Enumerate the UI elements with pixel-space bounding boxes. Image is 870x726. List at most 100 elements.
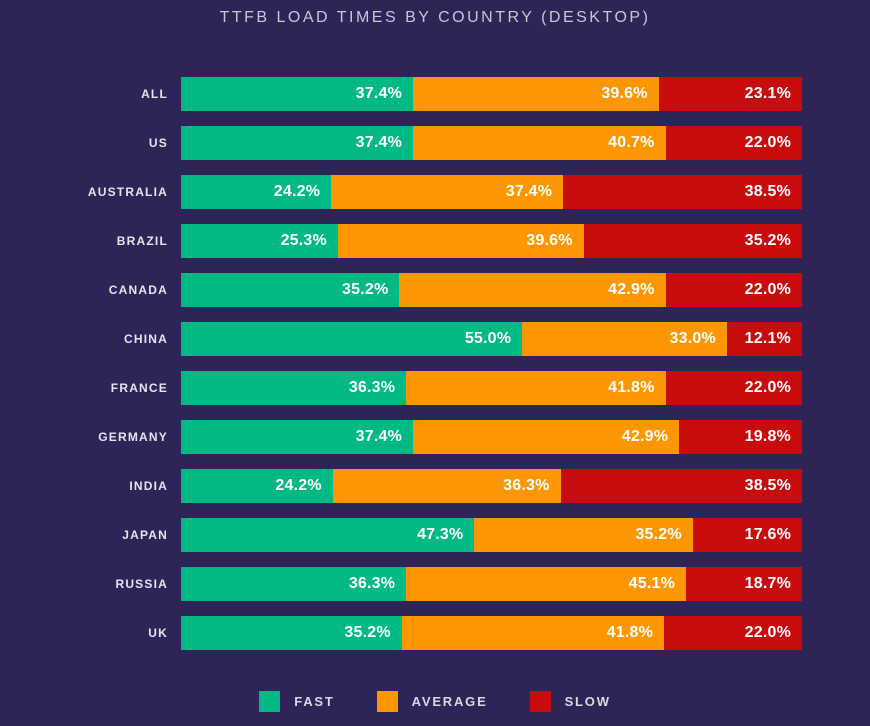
segment-value: 37.4% [355, 85, 403, 102]
segment-value: 47.3% [417, 526, 464, 543]
chart-row: JAPAN 47.3% 35.2% 17.6% [0, 518, 870, 552]
segment-value: 22.0% [744, 379, 791, 396]
segment-slow: 23.1% [658, 77, 802, 111]
segment-value: 17.6% [744, 526, 791, 543]
segment-value: 24.2% [275, 477, 322, 494]
legend-swatch-average [376, 691, 398, 712]
segment-fast: 25.3% [181, 224, 338, 258]
legend-item-average: AVERAGE [376, 691, 488, 712]
chart-row: FRANCE 36.3% 41.8% 22.0% [0, 371, 870, 405]
category-label: UK [148, 626, 168, 640]
chart-row: CANADA 35.2% 42.9% 22.0% [0, 273, 870, 307]
segment-fast: 24.2% [181, 469, 333, 503]
category-label: FRANCE [110, 381, 168, 395]
segment-average: 37.4% [331, 175, 564, 209]
segment-slow: 22.0% [664, 616, 802, 650]
legend-swatch-fast [259, 691, 281, 712]
segment-fast: 37.4% [181, 420, 414, 454]
segment-value: 22.0% [744, 624, 791, 641]
segment-value: 38.5% [744, 183, 791, 200]
segment-value: 19.8% [744, 428, 791, 445]
segment-slow: 35.2% [583, 224, 802, 258]
category-label: AUSTRALIA [87, 185, 168, 199]
chart-row: AUSTRALIA 24.2% 37.4% 38.5% [0, 175, 870, 209]
legend-label: SLOW [564, 694, 611, 709]
segment-slow: 18.7% [686, 567, 803, 601]
stacked-bar-chart: ALL 37.4% 39.6% 23.1% US 37.4% 40.7% 22.0% AUSTR… [0, 77, 870, 665]
stacked-bar: 24.2% 36.3% 38.5% [181, 469, 802, 503]
segment-value: 35.2% [635, 526, 682, 543]
segment-value: 35.2% [344, 624, 391, 641]
segment-value: 25.3% [280, 232, 327, 249]
segment-slow: 22.0% [665, 126, 802, 160]
segment-value: 35.2% [342, 281, 389, 298]
stacked-bar: 47.3% 35.2% 17.6% [181, 518, 802, 552]
segment-value: 55.0% [464, 330, 512, 347]
chart-row: US 37.4% 40.7% 22.0% [0, 126, 870, 160]
segment-average: 39.6% [337, 224, 584, 258]
segment-average: 35.2% [474, 518, 693, 552]
segment-value: 36.3% [348, 575, 396, 592]
segment-fast: 35.2% [181, 273, 400, 307]
segment-value: 33.0% [669, 330, 716, 347]
segment-average: 42.9% [399, 273, 666, 307]
segment-slow: 19.8% [679, 420, 802, 454]
segment-fast: 37.4% [181, 77, 414, 111]
chart-row: GERMANY 37.4% 42.9% 19.8% [0, 420, 870, 454]
stacked-bar: 37.4% 40.7% 22.0% [181, 126, 802, 160]
category-label: RUSSIA [115, 577, 168, 591]
segment-value: 37.4% [355, 428, 403, 445]
segment-value: 45.1% [628, 575, 675, 592]
segment-slow: 38.5% [560, 469, 802, 503]
segment-average: 45.1% [406, 567, 686, 601]
segment-value: 22.0% [744, 134, 791, 151]
legend-item-fast: FAST [259, 691, 334, 712]
segment-value: 42.9% [608, 281, 655, 298]
category-label: CANADA [108, 283, 168, 297]
legend-label: FAST [294, 694, 335, 709]
segment-fast: 36.3% [181, 371, 407, 405]
legend-label: AVERAGE [411, 694, 488, 709]
segment-value: 35.2% [744, 232, 791, 249]
segment-value: 24.2% [273, 183, 321, 200]
segment-value: 36.3% [503, 477, 550, 494]
stacked-bar: 35.2% 41.8% 22.0% [181, 616, 802, 650]
segment-fast: 24.2% [181, 175, 332, 209]
segment-slow: 17.6% [692, 518, 802, 552]
segment-average: 41.8% [401, 616, 664, 650]
stacked-bar: 36.3% 41.8% 22.0% [181, 371, 802, 405]
segment-fast: 55.0% [181, 322, 523, 356]
segment-value: 42.9% [621, 428, 669, 445]
category-label: INDIA [129, 479, 168, 493]
segment-average: 36.3% [332, 469, 561, 503]
segment-value: 37.4% [505, 183, 553, 200]
segment-fast: 37.4% [181, 126, 414, 160]
category-label: ALL [141, 87, 168, 101]
stacked-bar: 24.2% 37.4% 38.5% [181, 175, 802, 209]
segment-fast: 35.2% [181, 616, 402, 650]
segment-slow: 22.0% [665, 371, 802, 405]
stacked-bar: 37.4% 42.9% 19.8% [181, 420, 802, 454]
stacked-bar: 37.4% 39.6% 23.1% [181, 77, 802, 111]
chart-row: RUSSIA 36.3% 45.1% 18.7% [0, 567, 870, 601]
chart-row: INDIA 24.2% 36.3% 38.5% [0, 469, 870, 503]
segment-value: 18.7% [744, 575, 792, 592]
segment-slow: 38.5% [563, 175, 802, 209]
segment-fast: 36.3% [181, 567, 407, 601]
segment-value: 41.8% [608, 379, 655, 396]
segment-slow: 22.0% [665, 273, 802, 307]
segment-value: 40.7% [608, 134, 655, 151]
chart-row: BRAZIL 25.3% 39.6% 35.2% [0, 224, 870, 258]
segment-value: 38.5% [744, 477, 791, 494]
segment-value: 12.1% [744, 330, 791, 347]
chart-row: ALL 37.4% 39.6% 23.1% [0, 77, 870, 111]
stacked-bar: 35.2% 42.9% 22.0% [181, 273, 802, 307]
chart-legend: FAST AVERAGE SLOW [0, 691, 870, 712]
segment-average: 39.6% [413, 77, 659, 111]
category-label: GERMANY [98, 430, 168, 444]
legend-swatch-slow [529, 691, 551, 712]
segment-average: 33.0% [522, 322, 727, 356]
segment-average: 42.9% [413, 420, 680, 454]
segment-average: 41.8% [406, 371, 666, 405]
